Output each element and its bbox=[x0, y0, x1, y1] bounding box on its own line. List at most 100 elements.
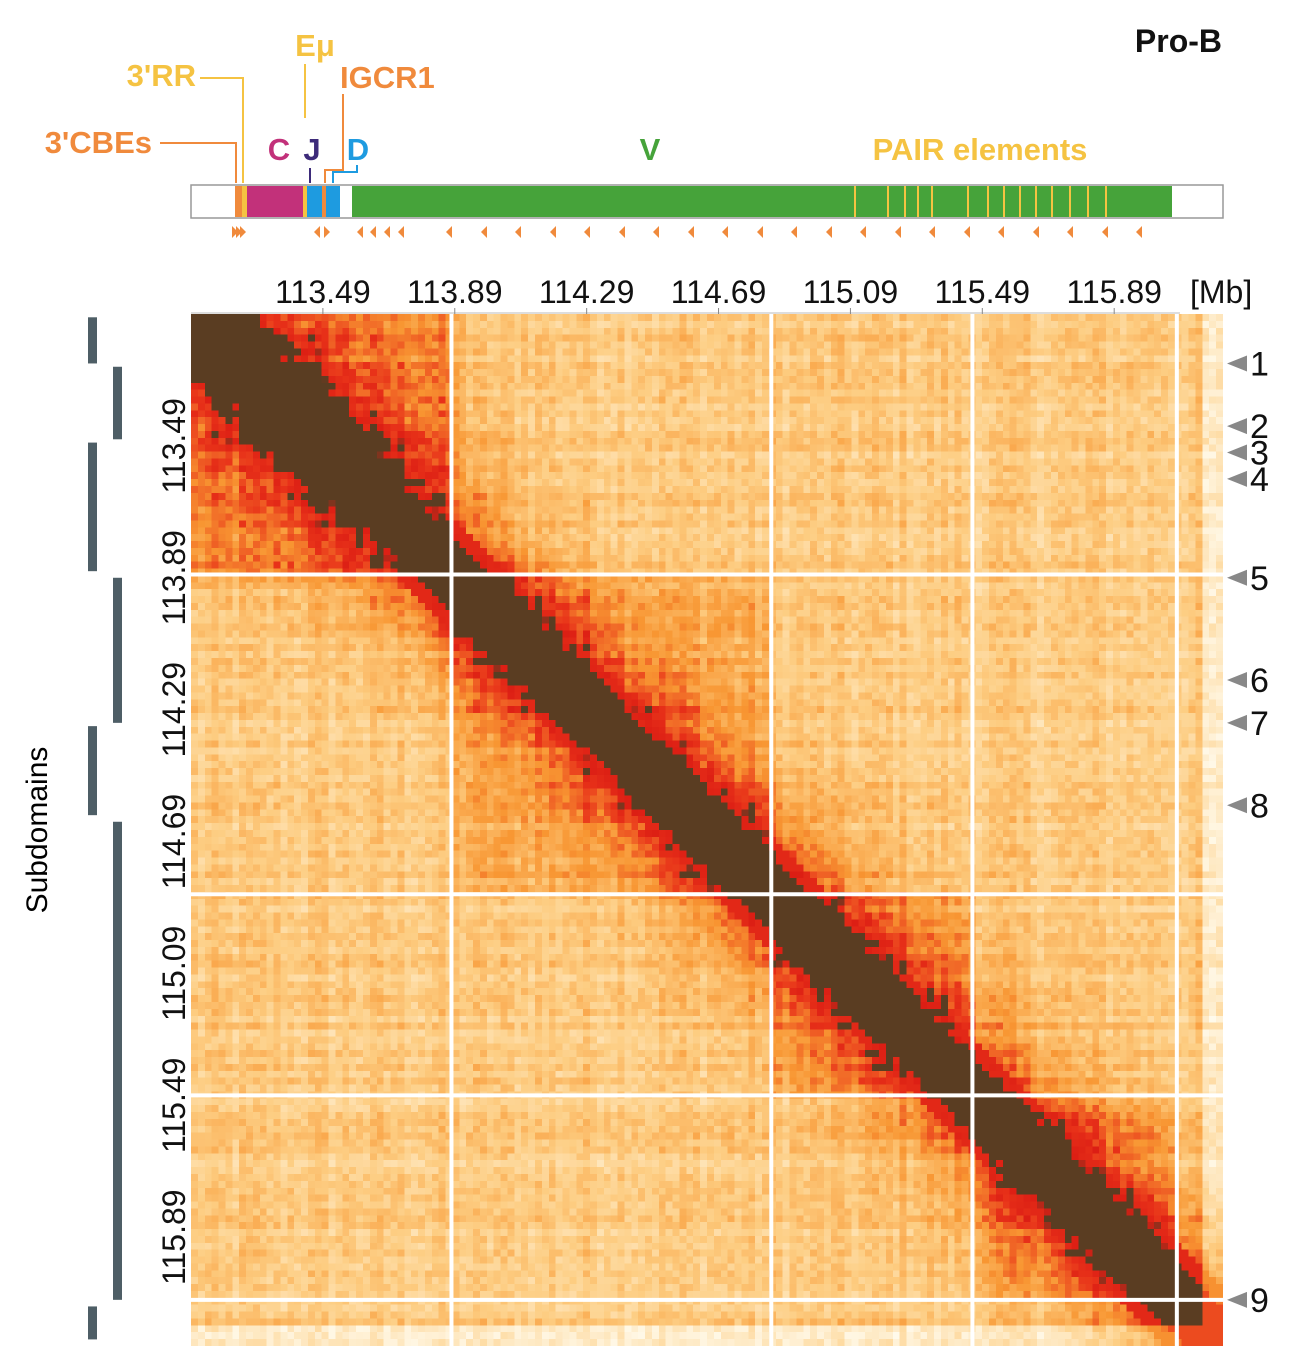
orientation-arrow bbox=[757, 226, 763, 238]
boundary-marker-label: 6 bbox=[1250, 662, 1269, 700]
d-leader bbox=[332, 165, 358, 183]
label-leaders bbox=[160, 64, 358, 183]
pair-element-lines bbox=[854, 186, 1107, 217]
heatmap-matrix bbox=[191, 314, 1223, 1346]
orientation-arrow bbox=[791, 226, 797, 238]
rr-leader bbox=[200, 77, 244, 183]
y-tick-label: 114.29 bbox=[156, 662, 192, 758]
boundary-marker-label: 8 bbox=[1250, 787, 1269, 825]
subdomains-label: Subdomains bbox=[21, 747, 54, 914]
subdomain-bar bbox=[88, 1306, 97, 1340]
orientation-arrow bbox=[314, 226, 320, 238]
orientation-arrow bbox=[964, 226, 970, 238]
orientation-arrow bbox=[998, 226, 1004, 238]
boundary-marker-label: 2 bbox=[1250, 408, 1269, 446]
emu-label: Eμ bbox=[295, 28, 335, 63]
orientation-arrow bbox=[236, 226, 242, 238]
orientation-arrow bbox=[232, 226, 238, 238]
orientation-arrow bbox=[240, 226, 246, 238]
orientation-arrow bbox=[481, 226, 487, 238]
orientation-arrow bbox=[1033, 226, 1039, 238]
subdomain-bar bbox=[113, 821, 122, 1300]
boundary-marker-arrow bbox=[1227, 418, 1247, 435]
y-tick-label: 115.09 bbox=[156, 926, 192, 1022]
c-label: C bbox=[268, 132, 290, 167]
x-tick-label: 113.89 bbox=[407, 274, 503, 310]
x-tick-label: 115.89 bbox=[1066, 274, 1162, 310]
boundary-marker-arrow bbox=[1227, 671, 1247, 688]
orientation-arrow bbox=[895, 226, 901, 238]
orientation-arrow bbox=[584, 226, 590, 238]
rr-segment bbox=[242, 186, 247, 217]
orientation-arrow bbox=[929, 226, 935, 238]
gene-map: 3'CBEs 3'RR Eμ IGCR1 C J D V PAIR elemen… bbox=[45, 28, 1224, 238]
orientation-arrow bbox=[619, 226, 625, 238]
orientation-arrow bbox=[722, 226, 728, 238]
x-tick-label: 114.69 bbox=[671, 274, 767, 310]
orientation-arrow bbox=[550, 226, 556, 238]
orientation-arrow bbox=[324, 226, 330, 238]
igcr1-segment bbox=[322, 186, 326, 217]
boundary-markers: 1 234 5 6 7 8 9 bbox=[1227, 345, 1269, 1320]
x-tick-label: 113.49 bbox=[275, 274, 371, 310]
igcr1-leader bbox=[324, 94, 344, 183]
v-label: V bbox=[640, 132, 661, 167]
y-tick-label: 113.89 bbox=[156, 530, 192, 626]
boundary-marker-label: 1 bbox=[1250, 345, 1269, 383]
subdomain-bar bbox=[88, 726, 97, 816]
boundary-marker-arrow bbox=[1227, 444, 1247, 461]
j-segment bbox=[307, 186, 322, 217]
subdomain-bar bbox=[88, 442, 97, 572]
d-label: D bbox=[347, 132, 369, 167]
boundary-marker-label: 5 bbox=[1250, 560, 1269, 598]
x-tick-label: 115.09 bbox=[803, 274, 899, 310]
x-axis: 113.49 113.89 114.29 114.69 115.09 115.49 115.… bbox=[191, 274, 1252, 314]
cbe-leader bbox=[160, 142, 237, 183]
orientation-arrow bbox=[398, 226, 404, 238]
heatmap bbox=[191, 314, 1223, 1346]
orientation-arrow bbox=[653, 226, 659, 238]
orientation-arrow bbox=[826, 226, 832, 238]
subdomain-bar bbox=[88, 317, 97, 364]
orientation-arrow bbox=[1102, 226, 1108, 238]
orientation-arrow bbox=[860, 226, 866, 238]
boundary-marker-label: 4 bbox=[1250, 461, 1269, 499]
boundary-marker-arrow bbox=[1227, 797, 1247, 814]
subdomain-bar bbox=[113, 577, 122, 723]
y-tick-label: 115.49 bbox=[156, 1058, 192, 1154]
d-segment bbox=[326, 186, 340, 217]
orientation-arrow bbox=[1136, 226, 1142, 238]
boundary-marker-arrow bbox=[1227, 355, 1247, 372]
orientation-arrow bbox=[446, 226, 452, 238]
orientation-arrow bbox=[384, 226, 390, 238]
emu-segment bbox=[303, 186, 307, 217]
y-tick-label: 114.69 bbox=[156, 794, 192, 890]
boundary-marker-arrow bbox=[1227, 714, 1247, 731]
orientation-arrow bbox=[370, 226, 376, 238]
cbe-label: 3'CBEs bbox=[45, 125, 152, 160]
x-tick-label: 114.29 bbox=[539, 274, 635, 310]
y-axis: 113.49 113.89 114.29 114.69 115.09 115.49 115.… bbox=[156, 398, 192, 1285]
panel-label: Pro-B bbox=[1135, 23, 1222, 59]
j-label: J bbox=[303, 132, 320, 167]
orientation-arrow bbox=[357, 226, 363, 238]
orientation-arrows bbox=[232, 226, 1142, 238]
boundary-marker-label: 3 bbox=[1250, 434, 1269, 472]
subdomain-bars bbox=[88, 317, 122, 1340]
orientation-arrow bbox=[1067, 226, 1073, 238]
igcr1-label: IGCR1 bbox=[340, 60, 435, 95]
orientation-arrow bbox=[688, 226, 694, 238]
rr-label: 3'RR bbox=[127, 58, 196, 93]
x-tick-label: 115.49 bbox=[935, 274, 1031, 310]
domain-boundaries bbox=[191, 314, 1223, 1346]
pair-label: PAIR elements bbox=[873, 132, 1088, 167]
axis-unit-label: [Mb] bbox=[1190, 274, 1252, 310]
boundary-marker-label: 9 bbox=[1250, 1282, 1269, 1320]
boundary-marker-label: 7 bbox=[1250, 705, 1269, 743]
subdomain-bar bbox=[113, 366, 122, 440]
c-segment bbox=[247, 186, 303, 217]
boundary-marker-arrow bbox=[1227, 470, 1247, 487]
cbe-segment bbox=[235, 186, 242, 217]
